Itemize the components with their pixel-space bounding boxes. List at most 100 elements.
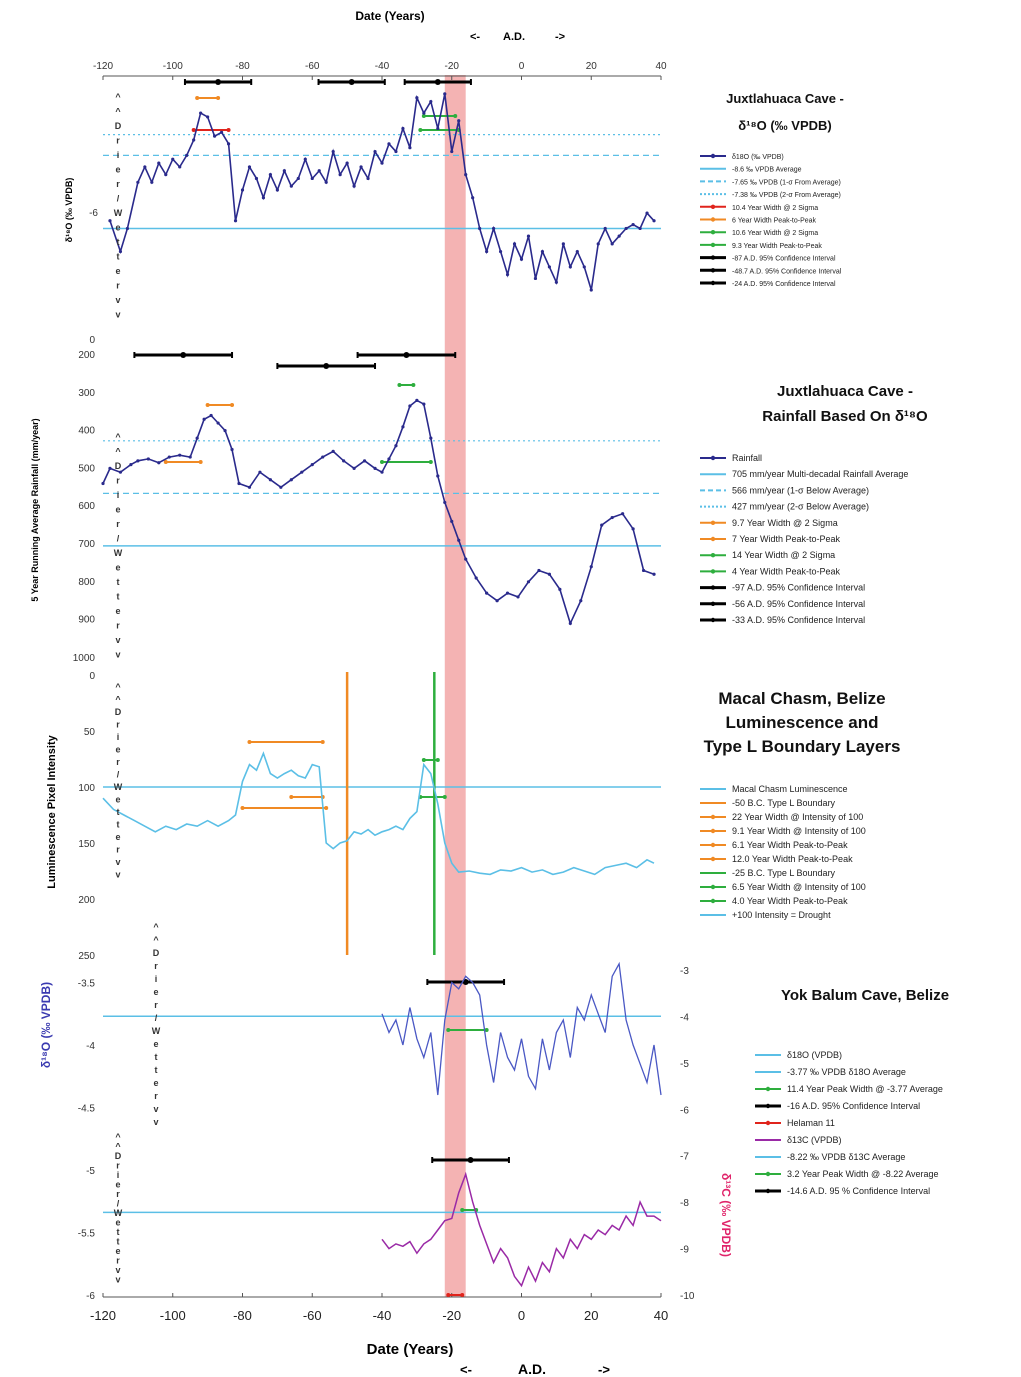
rainfall-point bbox=[568, 621, 572, 625]
d18o-point bbox=[512, 242, 517, 246]
panel-2-width-bars bbox=[133, 352, 457, 464]
rainfall-point bbox=[436, 474, 440, 478]
d18o-point bbox=[247, 165, 252, 169]
legend-marker bbox=[765, 1188, 771, 1194]
panel-3-title-line-1: Macal Chasm, Belize bbox=[718, 689, 885, 708]
wetter-arrow-letter: ^ bbox=[115, 682, 121, 692]
peak-to-peak-bar-end bbox=[397, 383, 402, 387]
width-intensity-bar-end bbox=[289, 795, 294, 799]
panel-4-left-ytick-label: -5.5 bbox=[78, 1229, 96, 1240]
rainfall-point bbox=[230, 447, 234, 452]
wetter-arrow-letter: i bbox=[117, 150, 120, 160]
rainfall-point bbox=[118, 470, 123, 474]
panel-3-title-line-3: Type L Boundary Layers bbox=[704, 737, 901, 756]
rainfall-point bbox=[422, 402, 426, 406]
rainfall-point bbox=[408, 404, 412, 408]
legend-marker bbox=[710, 217, 716, 222]
legend-entry: -8.22 ‰ VPDB δ13C Average bbox=[787, 1152, 905, 1162]
legend-entry: 705 mm/year Multi-decadal Rainfall Avera… bbox=[732, 469, 908, 479]
legend-entry: 4 Year Width Peak-to-Peak bbox=[732, 566, 841, 576]
legend-entry: -97 A.D. 95% Confidence Interval bbox=[732, 583, 865, 593]
wetter-arrow-letter: v bbox=[153, 1117, 158, 1127]
wetter-arrow-letter: t bbox=[117, 807, 120, 817]
wetter-arrow-letter: v bbox=[115, 857, 120, 867]
panel-3-width-bars bbox=[240, 740, 447, 810]
panel-3-ytick-label: 150 bbox=[78, 839, 95, 850]
d18o-point bbox=[324, 180, 328, 184]
wetter-arrow-letter: D bbox=[115, 1151, 122, 1161]
rainfall-point bbox=[195, 436, 199, 440]
wetter-arrow-letter: e bbox=[153, 1039, 158, 1049]
wetter-arrow-letter: W bbox=[114, 1208, 123, 1218]
d18o-point bbox=[296, 176, 300, 181]
panel-2-yticks: 0 200 300 400 500 600 700 800 900 1000 bbox=[73, 335, 96, 664]
d18o-point bbox=[540, 249, 545, 254]
panel-4-right-ytick-label: -5 bbox=[680, 1059, 689, 1070]
legend-entry: 12.0 Year Width Peak-to-Peak bbox=[732, 854, 853, 864]
d18o-point bbox=[443, 92, 447, 96]
d18o-point bbox=[652, 219, 656, 223]
wetter-arrow-letter: v bbox=[115, 870, 120, 880]
wetter-arrow-letter: r bbox=[154, 961, 158, 971]
wetter-arrow-letter: e bbox=[153, 987, 158, 997]
rainfall-point bbox=[202, 417, 206, 421]
legend-entry: 566 mm/year (1-σ Below Average) bbox=[732, 485, 869, 495]
panel-2-title-line-2: Rainfall Based On δ¹⁸O bbox=[762, 408, 928, 425]
rainfall-point bbox=[352, 466, 356, 470]
panel-3-title-line-2: Luminescence and bbox=[725, 713, 878, 732]
legend-entry: 6.1 Year Width Peak-to-Peak bbox=[732, 840, 848, 850]
panel-2-ytick-label: 600 bbox=[78, 501, 95, 512]
wetter-arrow-letter: ^ bbox=[115, 1142, 121, 1152]
panel-1-title-line-2: δ¹⁸O (‰ VPDB) bbox=[738, 118, 831, 133]
drier-wetter-arrows: ^^Drier/Wettervv^^Drier/Wettervv^^Drier/… bbox=[114, 92, 161, 1285]
wetter-arrow-letter: ^ bbox=[115, 107, 121, 117]
rainfall-point bbox=[547, 572, 552, 576]
top-axis-tick-label: 20 bbox=[586, 61, 598, 72]
peak-to-peak-bar-end bbox=[421, 114, 426, 118]
legend-entry: 9.3 Year Width Peak-to-Peak bbox=[732, 243, 822, 250]
rainfall-point bbox=[157, 461, 161, 465]
d18o-point bbox=[429, 99, 433, 104]
panel-3-reference-lines bbox=[103, 672, 661, 955]
width-intensity-bar-end bbox=[324, 806, 329, 810]
rainfall-point bbox=[268, 478, 272, 482]
top-axis-tick-label: -120 bbox=[93, 61, 113, 72]
width-two-sigma-bar-end bbox=[163, 460, 168, 464]
d18o-point bbox=[359, 165, 363, 169]
panel-4-ylabel-right: δ¹³C (‰ VPDB) bbox=[719, 1173, 733, 1257]
rainfall-point bbox=[178, 453, 182, 457]
d18o-point bbox=[289, 184, 293, 188]
d18o-point bbox=[387, 142, 391, 146]
top-axis-tick-label: 40 bbox=[655, 61, 667, 72]
wetter-arrow-letter: t bbox=[117, 237, 120, 247]
d18o-point bbox=[526, 234, 531, 238]
rainfall-point bbox=[310, 463, 314, 467]
width-two-sigma-bar-end bbox=[428, 460, 433, 464]
legend-entry: -48.7 A.D. 95% Confidence Interval bbox=[732, 268, 842, 275]
wetter-arrow-letter: e bbox=[115, 795, 120, 805]
peak-to-peak-bar-end bbox=[216, 96, 221, 100]
legend-entry: -16 A.D. 95% Confidence Interval bbox=[787, 1101, 920, 1111]
d18o-point bbox=[415, 96, 419, 100]
wetter-arrow-letter: v bbox=[115, 635, 120, 645]
legend-entry: 9.7 Year Width @ 2 Sigma bbox=[732, 518, 838, 528]
panel-2-reference-lines bbox=[103, 440, 661, 547]
d18o-point bbox=[366, 176, 370, 181]
peak-to-peak-bar-end bbox=[205, 403, 210, 407]
wetter-arrow-letter: i bbox=[117, 1170, 120, 1180]
panel-2-ytick-label: 800 bbox=[78, 577, 95, 588]
d18o-line bbox=[109, 93, 655, 291]
legend-marker bbox=[710, 617, 716, 623]
panel-4-left-ytick-label: -4 bbox=[86, 1041, 95, 1052]
panel-3-ytick-label: 200 bbox=[78, 895, 95, 906]
width-two-sigma-bar-end bbox=[191, 128, 196, 132]
wetter-arrow-letter: r bbox=[116, 757, 120, 767]
bottom-axis-ad-label: A.D. bbox=[518, 1361, 546, 1377]
rainfall-point bbox=[188, 455, 192, 459]
rainfall-point bbox=[129, 463, 133, 467]
legend-entry: -7.38 ‰ VPDB (2-σ From Average) bbox=[732, 192, 841, 199]
d18o-point bbox=[408, 146, 412, 150]
d18o-point bbox=[394, 149, 398, 154]
legend-entry: 4.0 Year Width Peak-to-Peak bbox=[732, 896, 848, 906]
